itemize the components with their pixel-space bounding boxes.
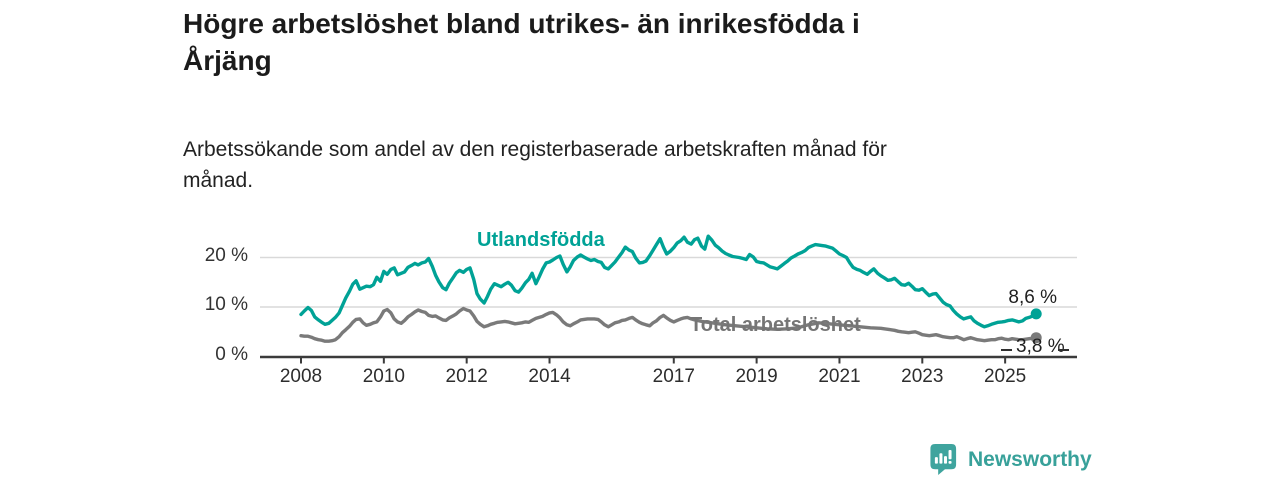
brand-wordmark: Newsworthy — [968, 447, 1092, 471]
line-total — [299, 306, 1038, 343]
newsworthy-logo: Newsworthy — [930, 444, 1092, 475]
end-dot-utlandsfodda — [1030, 308, 1042, 320]
end-dot-total — [1030, 332, 1042, 344]
bar-chart-speech-bubble-icon — [930, 444, 957, 475]
page-title: Högre arbetslöshet bland utrikes- än inr… — [183, 8, 860, 76]
chart-subtitle: Arbetssökande som andel av den registerb… — [183, 138, 887, 192]
line-utlandsfodda — [299, 234, 1038, 329]
